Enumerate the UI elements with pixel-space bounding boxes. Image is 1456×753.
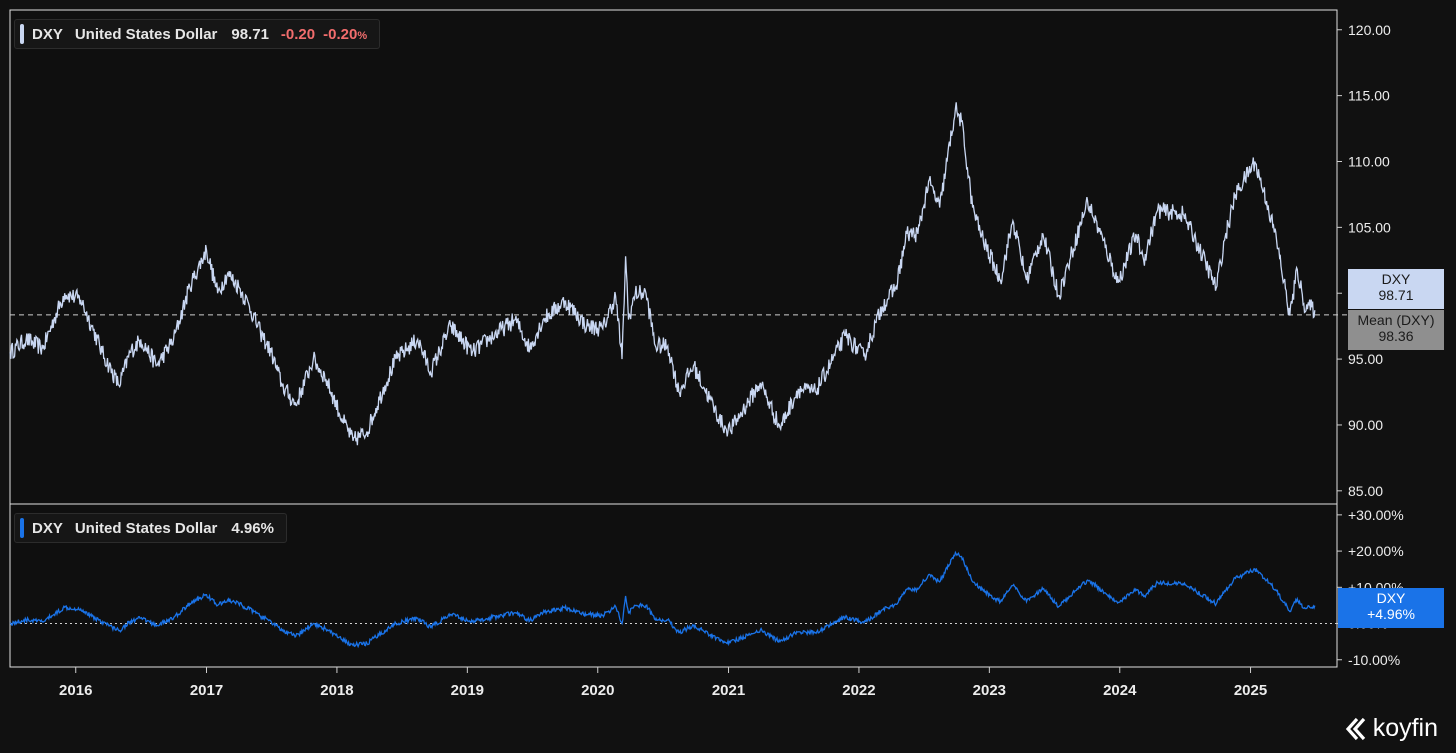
price-tick-label: 105.00 — [1348, 219, 1391, 235]
time-tick-label: 2025 — [1234, 682, 1267, 699]
time-tick-label: 2018 — [320, 682, 353, 699]
price-series-line — [9, 102, 1316, 446]
percent-tag-value: +4.96% — [1367, 606, 1415, 622]
price-tick-label: 120.00 — [1348, 22, 1391, 38]
time-tick-label: 2022 — [842, 682, 875, 699]
legend-price: 98.71 — [231, 25, 269, 43]
percent-tag-ticker: DXY — [1376, 590, 1406, 606]
price-tick-label: 110.00 — [1348, 153, 1390, 169]
legend-change: -0.20 — [280, 25, 316, 43]
legend-ticker: DXY — [32, 519, 63, 537]
legend-value: 4.96% — [231, 519, 274, 537]
price-tag-value: 98.71 — [1378, 287, 1414, 303]
time-tick-label: 2024 — [1103, 682, 1137, 699]
percent-series-line — [9, 550, 1316, 649]
percent-tick-label: -10.00% — [1348, 652, 1400, 668]
price-tag-ticker: DXY — [1381, 271, 1411, 287]
percent-legend-swatch — [20, 518, 24, 538]
legend-name: United States Dollar — [74, 519, 218, 537]
legend-change-pct: -0.20% — [323, 26, 367, 43]
time-axis: 2016 2017 2018 2019 2020 2021 2022 2023 2024 2025 — [59, 667, 1267, 699]
legend-change-pct-value: -0.20 — [323, 25, 358, 43]
koyfin-logo-icon — [1345, 717, 1365, 740]
percent-legend: DXY United States Dollar 4.96% — [14, 513, 287, 543]
price-panel-frame — [9, 9, 1338, 505]
price-tick-label: 90.00 — [1348, 417, 1383, 433]
time-tick-label: 2017 — [190, 682, 223, 699]
legend-ticker: DXY — [32, 25, 63, 43]
price-tick-label: 95.00 — [1348, 351, 1383, 367]
time-tick-label: 2016 — [59, 682, 92, 699]
percent-tick-label: +20.00% — [1348, 543, 1404, 559]
mean-tag-value: 98.36 — [1378, 328, 1414, 344]
price-legend: DXY United States Dollar 98.71 -0.20 -0.… — [14, 19, 381, 49]
time-tick-label: 2023 — [973, 682, 1006, 699]
price-tag: DXY 98.71 — [1348, 269, 1444, 309]
mean-tag: Mean (DXY) 98.36 — [1348, 310, 1444, 350]
koyfin-logo: koyfin — [1343, 714, 1438, 743]
time-tick-label: 2021 — [712, 682, 745, 699]
price-tick-label: 85.00 — [1348, 483, 1383, 499]
price-axis: 85.0090.0095.00100.00105.00110.00115.001… — [1337, 22, 1391, 499]
brand-name: koyfin — [1372, 714, 1438, 742]
price-tick-label: 115.00 — [1348, 88, 1390, 104]
legend-name: United States Dollar — [74, 25, 218, 43]
percent-tag: DXY +4.96% — [1338, 588, 1444, 628]
time-tick-label: 2019 — [451, 682, 484, 699]
mean-tag-label: Mean (DXY) — [1357, 312, 1435, 328]
percent-tick-label: +30.00% — [1348, 507, 1404, 523]
price-legend-swatch — [20, 24, 24, 44]
time-tick-label: 2020 — [581, 682, 614, 699]
legend-change-pct-sign: % — [357, 29, 368, 42]
